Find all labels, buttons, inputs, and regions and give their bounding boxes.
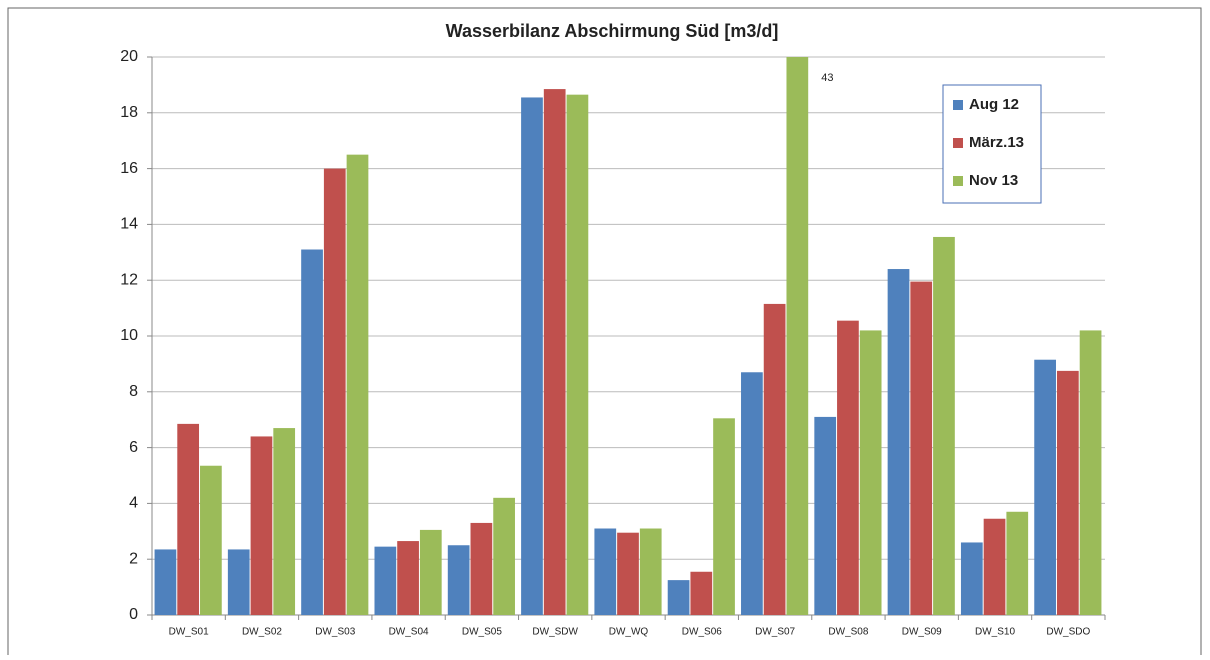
bar (837, 320, 859, 615)
bar (200, 465, 222, 615)
bar (177, 423, 200, 615)
x-tick-label: DW_WQ (609, 627, 649, 638)
y-tick-label: 20 (120, 48, 138, 65)
x-tick-label: DW_S03 (315, 627, 355, 638)
bar (227, 549, 250, 615)
data-label: 43 (821, 72, 833, 84)
x-tick-label: DW_S06 (682, 627, 722, 638)
bar (1006, 511, 1029, 615)
bar (250, 436, 273, 615)
bar (859, 330, 882, 615)
bar (690, 571, 713, 615)
bar (447, 545, 470, 615)
legend-label: Nov 13 (969, 172, 1018, 189)
bar (543, 89, 566, 615)
legend-swatch (953, 176, 963, 186)
bar (814, 416, 837, 615)
x-tick-label: DW_S10 (975, 627, 1015, 638)
bar (1034, 359, 1056, 615)
bar (154, 549, 177, 615)
bar (374, 546, 397, 615)
x-tick-label: DW_S01 (169, 627, 209, 638)
bar (667, 580, 690, 615)
x-tick-label: DW_S05 (462, 627, 502, 638)
y-tick-label: 2 (129, 550, 138, 567)
bar (713, 418, 735, 615)
bar (1079, 330, 1102, 615)
x-tick-label: DW_S04 (389, 627, 429, 638)
y-tick-label: 8 (129, 383, 138, 400)
bar (521, 97, 543, 615)
bar (594, 528, 617, 615)
bar (983, 518, 1006, 615)
bar (323, 168, 346, 615)
x-tick-label: DW_S09 (902, 627, 942, 638)
bar (301, 249, 323, 615)
bar (933, 236, 955, 615)
y-tick-label: 16 (120, 160, 138, 177)
bar (273, 428, 296, 615)
y-tick-label: 6 (129, 439, 138, 456)
bar (741, 372, 763, 615)
legend-swatch (953, 100, 963, 110)
chart-title: Wasserbilanz Abschirmung Süd [m3/d] (446, 21, 779, 41)
bar (397, 541, 419, 615)
y-tick-label: 0 (129, 606, 138, 623)
y-tick-label: 14 (120, 216, 138, 233)
x-tick-label: DW_SDW (532, 627, 578, 638)
legend-label: März.13 (969, 134, 1024, 151)
bar (346, 154, 369, 615)
x-tick-label: DW_SDO (1046, 627, 1090, 638)
bar (1056, 370, 1079, 615)
bar (763, 303, 786, 615)
bar (639, 528, 662, 615)
bar (470, 522, 493, 615)
legend-label: Aug 12 (969, 96, 1019, 113)
x-tick-label: DW_S02 (242, 627, 282, 638)
bar (910, 281, 933, 615)
x-tick-label: DW_S08 (828, 627, 868, 638)
y-tick-label: 12 (120, 271, 138, 288)
bar (493, 497, 515, 615)
y-tick-label: 4 (129, 495, 138, 512)
bar (960, 542, 983, 615)
bar (887, 269, 910, 615)
y-tick-label: 10 (120, 327, 138, 344)
bar (566, 94, 589, 615)
bar (419, 529, 442, 615)
legend-swatch (953, 138, 963, 148)
y-tick-label: 18 (120, 104, 138, 121)
bar (786, 57, 809, 615)
chart-frame (7, 7, 1202, 660)
bar (617, 532, 639, 615)
x-tick-label: DW_S07 (755, 627, 795, 638)
